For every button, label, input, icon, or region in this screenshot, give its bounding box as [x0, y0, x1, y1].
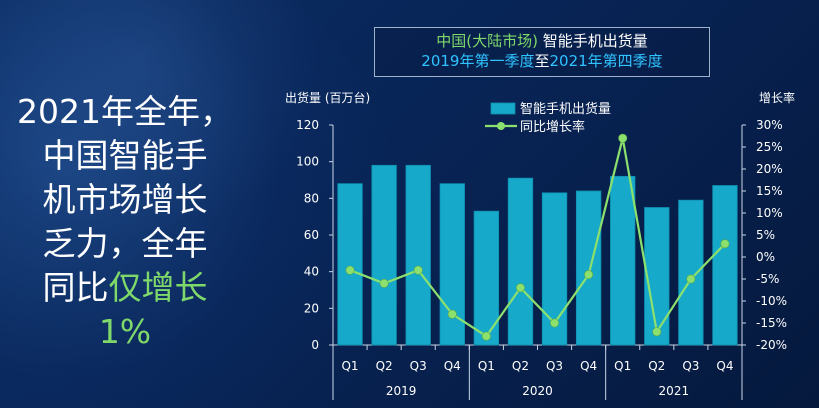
- y-right-tick-label: -10%: [756, 294, 787, 308]
- y-right-axis-title: 增长率: [759, 90, 795, 105]
- x-year-label: 2021: [659, 384, 690, 398]
- bar: [337, 183, 363, 346]
- x-tick-label: Q2: [512, 359, 529, 373]
- headline: 2021年全年， 中国智能手 机市场增长 乏力，全年 同比仅增长 1%: [6, 90, 244, 354]
- growth-rate-point: [686, 274, 696, 284]
- y-left-axis-title: 出货量 (百万台): [285, 90, 370, 105]
- chart-title-market: 中国(大陆市场): [436, 32, 538, 50]
- growth-rate-point: [413, 265, 423, 275]
- headline-line-5-prefix: 同比: [42, 268, 109, 307]
- growth-rate-point: [515, 283, 525, 293]
- headline-highlight: 仅增长: [108, 268, 208, 307]
- headline-line-6: 1%: [98, 312, 152, 351]
- y-right-tick-label: 15%: [756, 184, 783, 198]
- x-tick-label: Q2: [648, 359, 665, 373]
- headline-line-4: 乏力，全年: [42, 224, 208, 263]
- bar: [507, 177, 534, 346]
- chart-title-box: 中国(大陆市场) 智能手机出货量 2019年第一季度至2021年第四季度: [374, 27, 710, 77]
- x-tick-label: Q2: [376, 359, 393, 373]
- y-left-tick-label: 40: [304, 265, 319, 279]
- headline-line-1: 2021年全年，: [17, 92, 233, 131]
- y-right-tick-label: 10%: [756, 206, 783, 220]
- y-left-tick-label: 0: [311, 338, 319, 352]
- y-right-tick-label: -5%: [756, 272, 779, 286]
- growth-rate-point: [345, 265, 355, 275]
- growth-rate-point: [481, 331, 491, 341]
- growth-rate-point: [652, 327, 662, 337]
- x-tick-label: Q3: [410, 359, 427, 373]
- headline-line-3: 机市场增长: [42, 180, 208, 219]
- bar: [371, 164, 397, 346]
- y-left-tick-label: 20: [304, 301, 319, 315]
- y-left-tick-label: 120: [296, 118, 319, 132]
- bar: [405, 164, 431, 346]
- chart-title-line-1: 中国(大陆市场) 智能手机出货量: [375, 31, 709, 51]
- growth-rate-point: [379, 278, 389, 288]
- legend-bar-label: 智能手机出货量: [520, 101, 611, 117]
- bar: [575, 190, 602, 346]
- y-right-tick-label: 25%: [756, 140, 783, 154]
- y-left-tick-label: 100: [296, 155, 319, 169]
- x-tick-label: Q4: [444, 359, 461, 373]
- bar: [712, 185, 738, 346]
- headline-line-5: 同比仅增长: [6, 266, 244, 310]
- x-tick-label: Q1: [341, 359, 358, 373]
- legend-bar-swatch: [490, 102, 516, 115]
- bar: [644, 207, 670, 346]
- y-left-tick-label: 80: [304, 191, 319, 205]
- chart-title-to: 至: [534, 52, 550, 70]
- x-tick-label: Q1: [614, 359, 631, 373]
- growth-rate-point: [447, 309, 457, 319]
- growth-rate-point: [720, 239, 730, 249]
- x-tick-label: Q1: [478, 359, 495, 373]
- x-tick-label: Q3: [546, 359, 563, 373]
- x-year-label: 2020: [522, 384, 553, 398]
- growth-rate-line: [349, 137, 726, 338]
- x-year-label: 2019: [386, 384, 417, 398]
- y-right-tick-label: 20%: [756, 162, 783, 176]
- bar: [678, 199, 704, 346]
- y-right-tick-label: 5%: [756, 228, 775, 242]
- chart-title-start: 2019年第一季度: [421, 52, 535, 70]
- headline-line-2: 中国智能手: [42, 136, 208, 175]
- y-right-tick-label: -20%: [756, 338, 787, 352]
- y-right-tick-label: -15%: [756, 316, 787, 330]
- bar: [610, 175, 636, 346]
- growth-rate-point: [550, 318, 560, 328]
- chart-title-end: 2021年第四季度: [549, 52, 663, 70]
- growth-rate-point: [584, 270, 594, 280]
- y-right-tick-label: 30%: [756, 118, 783, 132]
- chart-title-subject: 智能手机出货量: [537, 32, 648, 50]
- chart-title-line-2: 2019年第一季度至2021年第四季度: [375, 51, 709, 71]
- growth-rate-point: [618, 133, 628, 143]
- y-left-tick-label: 60: [304, 228, 319, 242]
- x-tick-label: Q3: [682, 359, 699, 373]
- y-right-tick-label: 0%: [756, 250, 775, 264]
- x-tick-label: Q4: [580, 359, 597, 373]
- x-tick-label: Q4: [716, 359, 733, 373]
- legend-line-label: 同比增长率: [520, 119, 585, 135]
- legend-line-marker: [497, 122, 505, 130]
